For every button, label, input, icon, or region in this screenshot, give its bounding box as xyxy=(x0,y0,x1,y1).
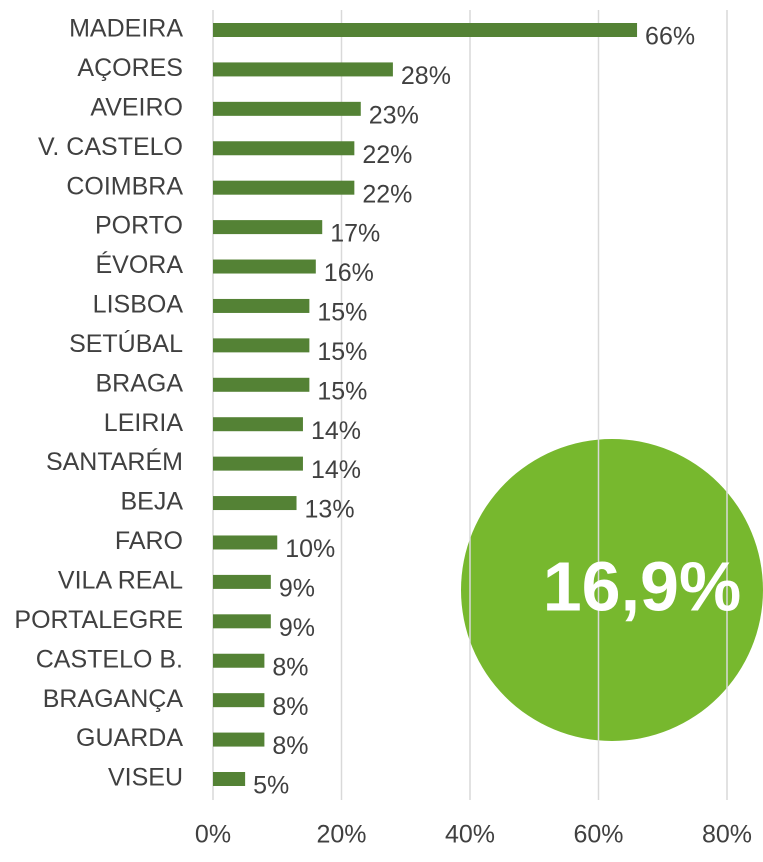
bar xyxy=(213,259,316,274)
bar xyxy=(213,417,303,432)
value-label: 15% xyxy=(317,377,367,405)
value-label: 15% xyxy=(317,299,367,327)
value-label: 23% xyxy=(369,101,419,129)
value-label: 22% xyxy=(362,180,412,208)
bar xyxy=(213,535,278,550)
bar xyxy=(213,653,265,668)
x-tick-label: 0% xyxy=(195,821,231,849)
bar xyxy=(213,101,361,116)
value-label: 14% xyxy=(311,456,361,484)
value-label: 8% xyxy=(272,732,308,760)
bar xyxy=(213,693,265,708)
y-tick-label: BEJA xyxy=(120,488,183,516)
value-label: 15% xyxy=(317,338,367,366)
value-label: 9% xyxy=(279,614,315,642)
y-tick-label: LISBOA xyxy=(93,291,184,319)
value-label: 17% xyxy=(330,220,380,248)
y-tick-label: CASTELO B. xyxy=(36,645,183,673)
y-tick-label: AÇORES xyxy=(77,54,183,82)
bar xyxy=(213,23,638,37)
y-tick-label: VILA REAL xyxy=(58,567,183,595)
bar xyxy=(213,772,246,786)
y-tick-label: ÉVORA xyxy=(95,250,183,279)
bar xyxy=(213,456,303,471)
bar xyxy=(213,141,355,156)
value-label: 22% xyxy=(362,141,412,169)
highlight-circle xyxy=(461,439,763,741)
value-label: 8% xyxy=(272,693,308,721)
y-tick-label: GUARDA xyxy=(76,724,183,752)
plot: 0% 20% 40% 60% 80% MADEIRA 66% AÇORES 28% AVEIRO 2… xyxy=(14,10,752,849)
value-label: 13% xyxy=(305,496,355,524)
y-tick-label: V. CASTELO xyxy=(38,133,183,161)
value-label: 5% xyxy=(253,772,289,800)
x-tick-label: 20% xyxy=(316,821,366,849)
y-tick-label: PORTO xyxy=(95,212,183,240)
value-label: 10% xyxy=(285,535,335,563)
value-label: 8% xyxy=(272,653,308,681)
bar xyxy=(213,614,271,629)
y-tick-label: VISEU xyxy=(108,764,183,792)
value-label: 66% xyxy=(645,23,695,51)
bar xyxy=(213,298,310,313)
bar xyxy=(213,377,310,392)
bar xyxy=(213,496,297,511)
bar xyxy=(213,338,310,353)
bar xyxy=(213,180,355,195)
y-tick-label: FARO xyxy=(115,527,183,555)
bar xyxy=(213,220,323,235)
x-tick-label: 80% xyxy=(702,821,752,849)
y-tick-label: LEIRIA xyxy=(104,409,184,437)
y-tick-label: SANTARÉM xyxy=(46,447,183,476)
y-tick-label: PORTALEGRE xyxy=(14,606,183,634)
y-tick-label: SETÚBAL xyxy=(69,329,183,358)
value-label: 14% xyxy=(311,417,361,445)
bar xyxy=(213,574,271,589)
y-tick-label: BRAGANÇA xyxy=(43,685,184,713)
value-label: 28% xyxy=(401,62,451,90)
y-tick-label: BRAGA xyxy=(95,369,183,397)
x-tick-label: 60% xyxy=(573,821,623,849)
annotation: 16,9% xyxy=(543,547,741,625)
value-label: 16% xyxy=(324,259,374,287)
bar xyxy=(213,732,265,747)
value-label: 9% xyxy=(279,575,315,603)
y-tick-label: MADEIRA xyxy=(69,15,183,43)
y-tick-label: COIMBRA xyxy=(66,172,183,200)
x-tick-label: 40% xyxy=(445,821,495,849)
bar xyxy=(213,62,393,77)
y-tick-label: AVEIRO xyxy=(90,93,183,121)
